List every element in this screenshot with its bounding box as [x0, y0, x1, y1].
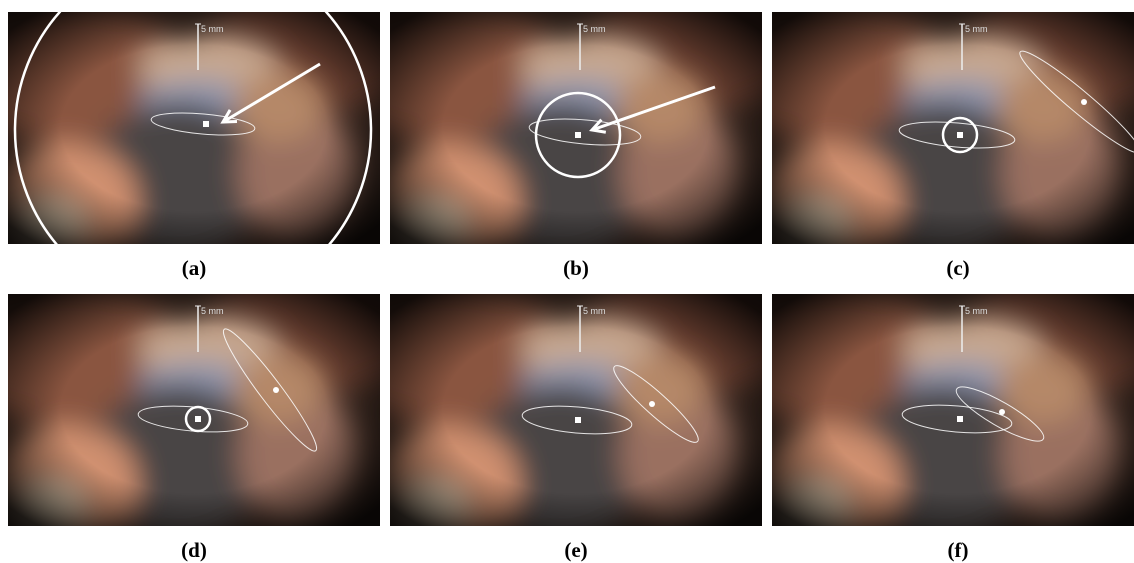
figure: 5 mm (a) 5 mm (b) 5 mm (c) 5 mm (d) 5 mm (e) 5 mm (…: [0, 0, 1134, 560]
panel: 5 mm (d): [8, 294, 380, 563]
endoscope-image: 5 mm: [390, 12, 762, 244]
panel-caption: (f): [772, 538, 1134, 563]
target-marker: [575, 132, 581, 138]
target-marker: [575, 417, 581, 423]
scale-label: 5 mm: [201, 24, 224, 34]
scale-label: 5 mm: [201, 306, 224, 316]
panel-caption: (d): [8, 538, 380, 563]
vignette: [390, 294, 762, 526]
target-marker: [957, 416, 963, 422]
target-marker: [195, 416, 201, 422]
panel: 5 mm (b): [390, 12, 762, 281]
instrument-marker: [1081, 99, 1087, 105]
instrument-marker: [273, 387, 279, 393]
vignette: [8, 12, 380, 244]
panel: 5 mm (c): [772, 12, 1134, 281]
panel-caption: (a): [8, 256, 380, 281]
panel-caption: (c): [772, 256, 1134, 281]
instrument-marker: [999, 409, 1005, 415]
target-marker: [957, 132, 963, 138]
panel-caption: (b): [390, 256, 762, 281]
instrument-marker: [649, 401, 655, 407]
panel: 5 mm (a): [8, 12, 380, 281]
vignette: [772, 294, 1134, 526]
endoscope-image: 5 mm: [772, 12, 1134, 244]
target-marker: [203, 121, 209, 127]
panel: 5 mm (f): [772, 294, 1134, 563]
scale-label: 5 mm: [965, 24, 988, 34]
panel: 5 mm (e): [390, 294, 762, 563]
endoscope-image: 5 mm: [8, 294, 380, 526]
vignette: [772, 12, 1134, 244]
panel-caption: (e): [390, 538, 762, 563]
endoscope-image: 5 mm: [772, 294, 1134, 526]
vignette: [8, 294, 380, 526]
scale-label: 5 mm: [583, 306, 606, 316]
endoscope-image: 5 mm: [390, 294, 762, 526]
scale-label: 5 mm: [583, 24, 606, 34]
scale-label: 5 mm: [965, 306, 988, 316]
vignette: [390, 12, 762, 244]
endoscope-image: 5 mm: [8, 12, 380, 244]
